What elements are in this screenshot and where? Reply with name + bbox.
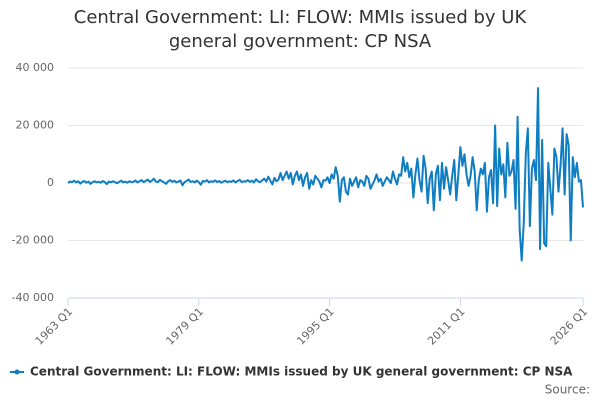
chart-title: Central Government: LI: FLOW: MMIs issue…	[73, 7, 527, 52]
y-tick-label: 0	[47, 176, 54, 189]
data-line	[67, 87, 584, 262]
y-tick-label: 40 000	[16, 61, 55, 74]
x-tick-label: 2011 Q1	[425, 305, 468, 348]
x-tick-label: 1963 Q1	[33, 305, 76, 348]
x-tick-label: 2026 Q1	[548, 305, 591, 348]
y-tick-label: -40 000	[12, 291, 54, 304]
y-tick-label: -20 000	[12, 234, 54, 247]
x-tick-label: 1995 Q1	[294, 305, 337, 348]
y-tick-label: 20 000	[16, 119, 55, 132]
legend-label: Central Government: LI: FLOW: MMIs issue…	[30, 365, 573, 379]
legend-marker	[14, 369, 20, 375]
x-tick-label: 1979 Q1	[163, 305, 206, 348]
source-label: Source:	[545, 383, 590, 397]
